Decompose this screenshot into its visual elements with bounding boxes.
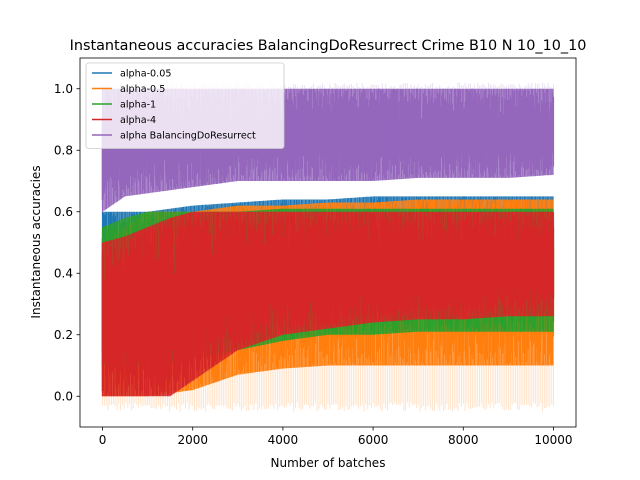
x-tick-label: 2000 bbox=[177, 433, 208, 447]
plot-frame bbox=[79, 57, 577, 428]
x-tick-label: 10000 bbox=[534, 433, 572, 447]
y-axis-label: Instantaneous accuracies bbox=[29, 165, 43, 318]
x-tick-label: 4000 bbox=[268, 433, 299, 447]
legend-label: alpha-1 bbox=[120, 100, 156, 111]
x-tick-label: 6000 bbox=[358, 433, 389, 447]
x-tick-label: 8000 bbox=[448, 433, 479, 447]
y-tick-label: 0.8 bbox=[54, 144, 73, 158]
x-tick-label: 0 bbox=[99, 433, 107, 447]
series-envelope bbox=[101, 211, 554, 397]
legend-label: alpha-4 bbox=[120, 115, 156, 126]
chart-title: Instantaneous accuracies BalancingDoResu… bbox=[70, 38, 587, 54]
series-alpha-4 bbox=[101, 211, 555, 397]
legend-box bbox=[85, 62, 285, 149]
legend: alpha-0.05 alpha-0.5 alpha-1 alpha-4 alpha B… bbox=[85, 62, 285, 149]
legend-label: alpha-0.05 bbox=[120, 69, 171, 80]
y-tick-label: 0.0 bbox=[54, 390, 73, 404]
y-tick-label: 0.2 bbox=[54, 328, 73, 342]
x-axis: 0 2000 4000 6000 8000 10000 bbox=[99, 427, 573, 447]
y-tick-label: 1.0 bbox=[54, 82, 73, 96]
y-axis: 0.0 0.2 0.4 0.6 0.8 1.0 bbox=[54, 82, 80, 404]
legend-label: alpha BalancingDoResurrect bbox=[120, 131, 256, 142]
x-axis-label: Number of batches bbox=[271, 456, 386, 470]
legend-label: alpha-0.5 bbox=[120, 84, 165, 95]
y-tick-label: 0.6 bbox=[54, 205, 73, 219]
y-tick-label: 0.4 bbox=[54, 267, 73, 281]
plot-marks bbox=[101, 82, 555, 412]
